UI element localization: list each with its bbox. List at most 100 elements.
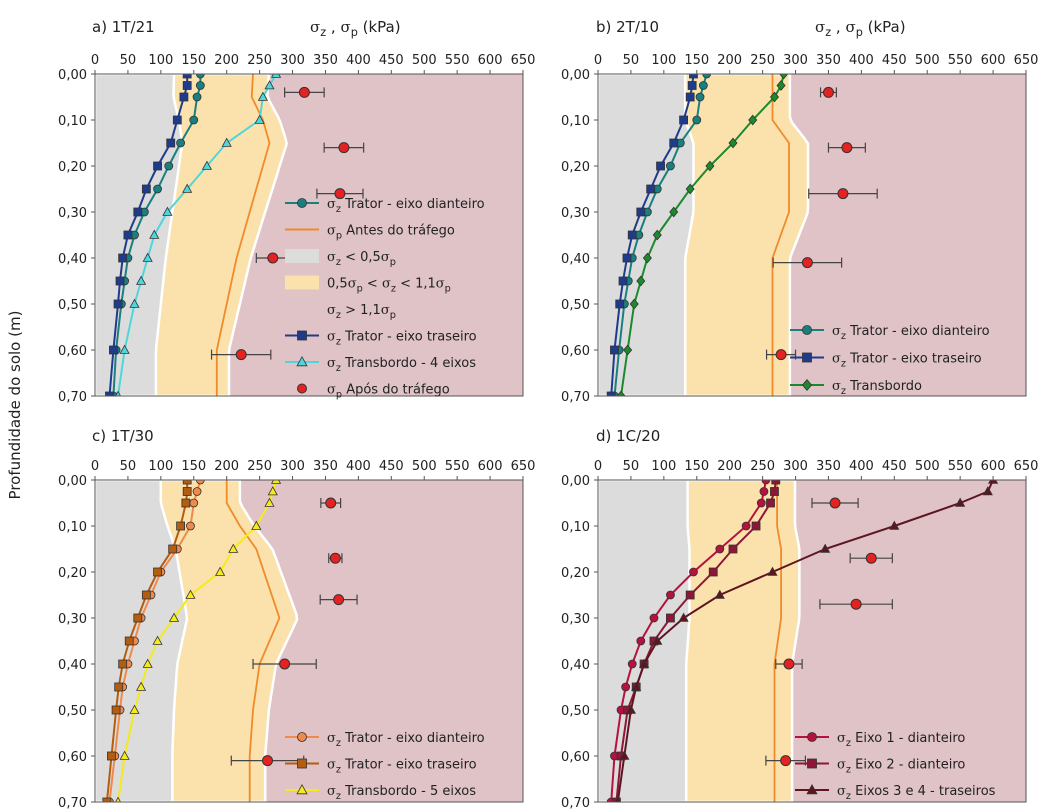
series-2 — [606, 74, 698, 396]
data-point — [271, 480, 282, 484]
after-traffic-point — [334, 188, 346, 200]
panel-2: 0 50 100 150 200 250 300 350 400 450 500 550 600 650 0… — [561, 18, 1038, 405]
legend-item: σz​ Eixos 3 e 4 - traseiros — [795, 783, 996, 802]
data-point — [115, 276, 125, 286]
legend-label: 0,5σp​ < σz​ < 1,1σp​ — [327, 277, 451, 295]
y-tick-label: 0,20 — [561, 160, 590, 175]
data-point — [702, 74, 712, 79]
data-point — [666, 161, 675, 171]
data-point — [195, 74, 205, 79]
series-3 — [614, 480, 999, 802]
x-tick-label: 400 — [346, 459, 371, 474]
series-3 — [115, 480, 282, 802]
after-traffic-point — [325, 497, 337, 509]
x-tick-label: 600 — [981, 53, 1006, 68]
after-traffic-point — [329, 552, 341, 564]
legend-label: σz​ Transbordo - 5 eixos — [327, 784, 476, 802]
plot-frame — [94, 73, 524, 397]
x-tick-label: 650 — [1014, 459, 1039, 474]
x-tick-label: 300 — [783, 459, 808, 474]
after-traffic-point — [298, 86, 310, 98]
data-point — [636, 207, 646, 217]
data-point — [776, 80, 786, 91]
data-point — [271, 74, 282, 78]
data-point — [666, 613, 675, 623]
series-line — [117, 74, 277, 396]
x-tick-label: 100 — [651, 53, 676, 68]
data-point — [153, 184, 162, 194]
data-point — [119, 344, 130, 354]
y-tick-label: 0,30 — [58, 612, 87, 627]
data-point — [771, 480, 781, 485]
data-point — [669, 206, 679, 218]
x-tick-label: 100 — [148, 53, 173, 68]
legend-label: σz​ Eixo 1 - dianteiro — [837, 731, 965, 749]
x-tick-label: 200 — [214, 53, 239, 68]
data-point — [685, 92, 695, 102]
x-tick-label: 100 — [148, 459, 173, 474]
data-point — [102, 797, 112, 802]
panel-1: 0 50 100 150 200 250 300 350 400 450 500 550 600 650 0… — [58, 18, 535, 405]
series-2 — [105, 74, 192, 396]
legend: σz​ Trator - eixo dianteiro σp​ Antes do … — [285, 197, 485, 401]
data-point — [766, 498, 775, 508]
x-tick-label: 200 — [214, 459, 239, 474]
panel-4: 0 50 100 150 200 250 300 350 400 450 500 550 600 650 0… — [561, 427, 1038, 811]
legend-item: σz​ Eixo 2 - dianteiro — [795, 758, 965, 776]
y-axis-label: Profundidade do solo (m) — [6, 311, 24, 500]
data-point — [689, 74, 698, 79]
data-point — [982, 486, 993, 496]
data-point — [748, 114, 758, 126]
plot-area — [95, 480, 523, 802]
data-point — [162, 206, 173, 216]
data-point — [636, 636, 646, 646]
data-point — [124, 636, 134, 646]
data-point — [639, 658, 650, 668]
sigma-p-before-line — [771, 74, 790, 396]
x-tick-label: 300 — [280, 459, 305, 474]
data-point — [779, 74, 789, 80]
legend-item: 0,5σp​ < σz​ < 1,1σp​ — [285, 275, 451, 295]
x-tick-label: 200 — [717, 53, 742, 68]
x-tick-label: 50 — [120, 53, 137, 68]
after-traffic-points — [210, 86, 365, 361]
legend-label: σz​ Trator - eixo traseiro — [832, 352, 982, 370]
y-tick-label: 0,40 — [58, 658, 87, 673]
data-point — [251, 520, 262, 530]
y-tick-label: 0,00 — [58, 68, 87, 83]
plot-frame — [597, 479, 1027, 803]
data-point — [606, 391, 616, 396]
x-tick-label: 550 — [445, 459, 470, 474]
x-tick-label: 600 — [478, 53, 503, 68]
x-tick-label: 550 — [948, 459, 973, 474]
data-point — [708, 567, 718, 577]
x-tick-label: 450 — [379, 53, 404, 68]
data-point — [176, 521, 186, 531]
after-traffic-point — [775, 349, 787, 361]
data-point — [610, 345, 619, 355]
data-point — [133, 613, 143, 623]
x-tick-label: 150 — [181, 459, 206, 474]
data-point — [761, 480, 771, 485]
x-tick-label: 600 — [981, 459, 1006, 474]
legend-label: σz​ Eixos 3 e 4 - traseiros — [837, 784, 996, 802]
data-point — [254, 114, 265, 124]
data-point — [955, 497, 966, 507]
data-point — [142, 658, 153, 668]
data-point — [185, 589, 196, 599]
y-tick-label: 0,60 — [561, 344, 590, 359]
data-point — [627, 230, 637, 240]
data-point — [192, 92, 202, 102]
plot-area — [598, 480, 1026, 802]
data-point — [652, 229, 662, 241]
x-tick-label: 550 — [948, 53, 973, 68]
sigma-p-before-line — [225, 480, 281, 802]
data-point — [728, 137, 738, 149]
plot-frame — [597, 73, 1027, 397]
x-tick-label: 400 — [849, 459, 874, 474]
data-point — [741, 521, 751, 531]
x-tick-label: 500 — [412, 53, 437, 68]
legend-marker — [297, 198, 307, 208]
panel-title: d) 1C/20 — [596, 427, 660, 445]
